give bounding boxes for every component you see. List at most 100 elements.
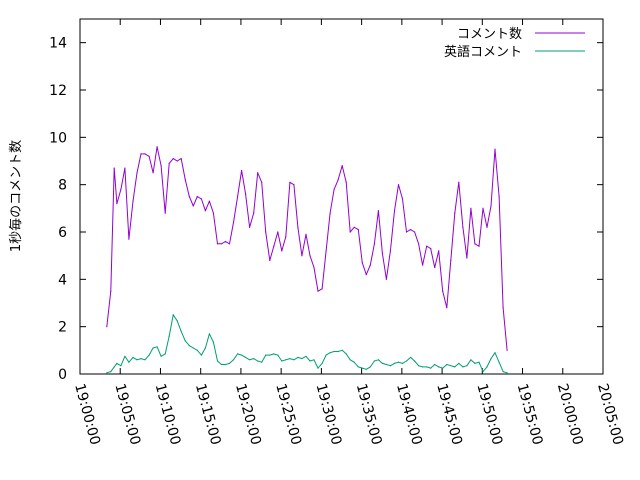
data-point-0 (401, 198, 404, 200)
data-point-0 (106, 326, 108, 328)
data-point-0 (216, 243, 219, 245)
data-point-1 (305, 355, 307, 357)
data-point-0 (490, 205, 492, 207)
x-tick-label: 19:05:00 (111, 382, 143, 447)
data-point-1 (269, 354, 271, 356)
data-point-0 (385, 278, 387, 280)
data-point-0 (192, 205, 194, 207)
data-point-0 (136, 172, 138, 174)
data-point-1 (357, 366, 359, 368)
data-point-0 (168, 162, 170, 164)
data-point-0 (466, 257, 468, 259)
data-point-0 (152, 172, 154, 174)
data-point-0 (301, 255, 303, 257)
data-point-0 (140, 153, 142, 155)
data-point-0 (486, 226, 488, 228)
data-point-1 (506, 372, 508, 374)
data-point-1 (385, 363, 387, 366)
data-point-1 (450, 365, 452, 367)
data-point-0 (478, 245, 480, 247)
data-point-1 (462, 366, 464, 368)
data-point-0 (361, 262, 363, 264)
data-point-1 (281, 360, 283, 362)
y-tick-label: 0 (58, 367, 67, 383)
data-point-1 (113, 366, 115, 368)
axis-ticks: 0 2 4 6 8 10 12 14 19:00:00 19:05:00 19:10:00 19:15… (49, 19, 626, 447)
data-point-0 (128, 238, 130, 240)
y-tick-label: 2 (58, 320, 67, 336)
data-point-1 (132, 356, 134, 358)
data-point-0 (450, 259, 452, 261)
data-point-1 (184, 340, 186, 342)
data-point-1 (208, 333, 210, 335)
y-tick-label: 8 (58, 178, 67, 194)
data-point-1 (172, 314, 174, 316)
data-point-1 (333, 350, 335, 353)
data-point-1 (393, 362, 396, 364)
data-point-0 (442, 290, 444, 292)
data-point-0 (196, 195, 198, 198)
x-tick-label: 19:20:00 (232, 382, 264, 447)
data-point-0 (110, 290, 112, 292)
plot-frame (79, 18, 604, 375)
data-point-1 (373, 360, 375, 362)
data-point-0 (426, 245, 428, 247)
data-point-1 (430, 367, 432, 369)
data-point-1 (110, 371, 112, 373)
data-point-1 (200, 354, 202, 356)
data-point-1 (180, 330, 182, 332)
data-point-0 (494, 148, 496, 150)
data-point-1 (313, 359, 315, 361)
data-point-1 (168, 335, 170, 337)
data-point-1 (325, 354, 327, 356)
data-point-0 (369, 264, 371, 266)
x-tick-label: 19:35:00 (353, 382, 385, 447)
data-point-1 (494, 352, 496, 354)
data-point-1 (454, 366, 456, 368)
data-point-1 (237, 353, 239, 355)
data-point-1 (289, 358, 291, 360)
data-point-0 (470, 207, 472, 209)
data-point-0 (297, 226, 299, 228)
data-point-1 (486, 366, 488, 368)
data-point-1 (502, 371, 504, 373)
y-tick-label: 4 (58, 272, 67, 288)
data-point-0 (317, 290, 319, 292)
x-tick-label: 20:05:00 (594, 382, 626, 447)
data-point-0 (116, 203, 118, 205)
data-point-0 (269, 259, 271, 261)
data-point-1 (365, 368, 367, 370)
data-point-0 (353, 226, 355, 228)
data-point-0 (241, 169, 243, 172)
data-point-0 (200, 198, 202, 200)
data-point-0 (188, 195, 190, 198)
data-point-1 (265, 354, 267, 356)
data-point-1 (204, 347, 206, 349)
data-point-0 (422, 264, 424, 266)
x-tick-label: 19:55:00 (514, 382, 546, 447)
data-point-0 (277, 231, 279, 233)
data-point-1 (381, 362, 383, 364)
data-point-0 (373, 243, 375, 245)
data-point-0 (506, 349, 508, 351)
data-point-1 (249, 359, 251, 361)
data-point-0 (333, 188, 335, 190)
legend-label: 英語コメント (444, 44, 522, 60)
data-point-0 (474, 243, 476, 245)
data-point-1 (192, 347, 194, 349)
data-point-1 (345, 353, 347, 355)
data-point-0 (113, 167, 115, 169)
x-tick-label: 20:00:00 (554, 382, 586, 447)
data-point-0 (132, 200, 134, 202)
data-point-1 (277, 354, 279, 356)
data-point-0 (305, 233, 307, 235)
data-point-1 (377, 359, 379, 361)
data-point-0 (249, 226, 251, 228)
data-point-0 (313, 266, 315, 269)
data-point-0 (285, 236, 287, 238)
data-point-1 (273, 353, 275, 355)
data-point-0 (325, 250, 327, 252)
data-point-0 (349, 231, 351, 233)
data-point-0 (337, 179, 339, 181)
data-point-0 (345, 181, 347, 183)
